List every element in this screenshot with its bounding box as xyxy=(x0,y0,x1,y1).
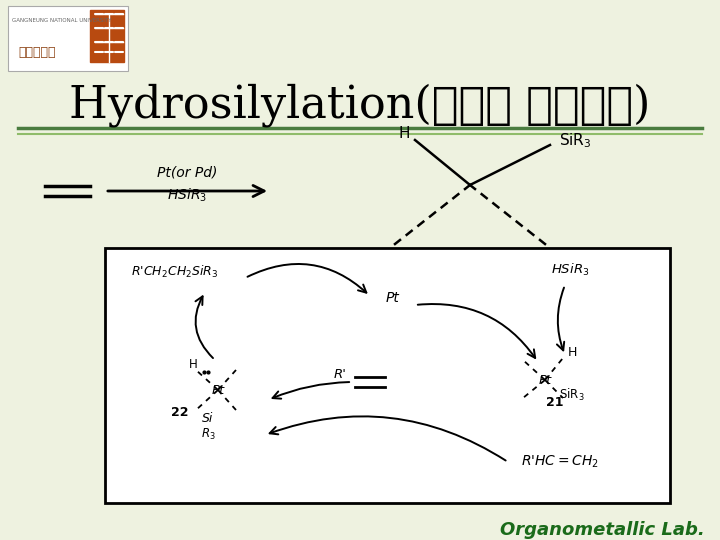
FancyArrowPatch shape xyxy=(248,264,366,293)
Text: R': R' xyxy=(333,368,346,381)
Text: Organometallic Lab.: Organometallic Lab. xyxy=(500,521,705,539)
FancyBboxPatch shape xyxy=(105,248,670,503)
Text: R$_3$: R$_3$ xyxy=(201,427,215,442)
Text: H: H xyxy=(567,346,577,359)
Text: Hydrosilylation(규소화 수소반응): Hydrosilylation(규소화 수소반응) xyxy=(69,83,651,127)
Text: H: H xyxy=(189,359,197,372)
Text: 22: 22 xyxy=(171,406,189,419)
Text: GANGNEUNG NATIONAL UNIVERSITY: GANGNEUNG NATIONAL UNIVERSITY xyxy=(12,18,112,23)
Text: Pt: Pt xyxy=(212,383,225,396)
FancyArrowPatch shape xyxy=(270,416,505,461)
FancyBboxPatch shape xyxy=(90,10,124,62)
Text: 강릉대학교: 강릉대학교 xyxy=(18,45,55,58)
FancyArrowPatch shape xyxy=(273,382,349,399)
Text: Pt(or Pd): Pt(or Pd) xyxy=(157,165,217,179)
Text: SiR$_3$: SiR$_3$ xyxy=(559,132,591,150)
Text: R'CH$_2$CH$_2$SiR$_3$: R'CH$_2$CH$_2$SiR$_3$ xyxy=(131,264,219,280)
Text: R'HC$=$CH$_2$: R'HC$=$CH$_2$ xyxy=(521,454,599,470)
FancyArrowPatch shape xyxy=(557,288,564,350)
Text: H: H xyxy=(398,125,410,140)
FancyArrowPatch shape xyxy=(418,304,535,358)
FancyBboxPatch shape xyxy=(8,6,128,71)
Text: Pt: Pt xyxy=(386,291,400,305)
FancyArrowPatch shape xyxy=(195,296,213,358)
Text: SiR$_3$: SiR$_3$ xyxy=(559,387,585,403)
Text: Pt: Pt xyxy=(539,374,552,387)
Text: 21: 21 xyxy=(546,395,564,408)
Text: HSiR$_3$: HSiR$_3$ xyxy=(167,186,207,204)
Text: Si: Si xyxy=(202,411,214,424)
Text: HSiR$_3$: HSiR$_3$ xyxy=(551,262,589,278)
